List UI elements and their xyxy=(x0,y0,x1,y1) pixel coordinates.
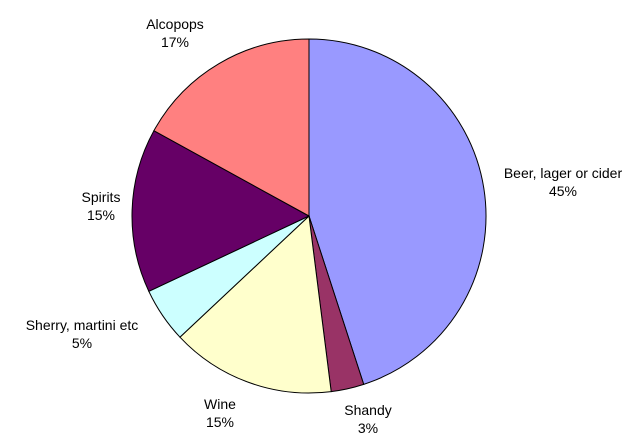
slice-value-label-alcopops: 17% xyxy=(161,34,189,50)
slice-label-shandy: Shandy xyxy=(344,402,391,418)
pie-slices xyxy=(131,38,487,394)
pie-slice-spirits xyxy=(131,130,311,293)
slice-label-wine: Wine xyxy=(204,396,236,412)
slice-value-label-shandy: 3% xyxy=(358,420,378,436)
pie-slice-alcopops xyxy=(153,38,310,217)
pie-slice-wine xyxy=(179,214,332,394)
slice-value-label-wine: 15% xyxy=(206,414,234,430)
slice-value-label-beer-lager-or-cider: 45% xyxy=(549,183,577,199)
pie-slice-beer-lager-or-cider xyxy=(308,38,487,385)
slice-label-sherry-martini-etc: Sherry, martini etc xyxy=(26,317,139,333)
slice-label-alcopops: Alcopops xyxy=(146,16,204,32)
slice-label-spirits: Spirits xyxy=(82,189,121,205)
slice-label-beer-lager-or-cider: Beer, lager or cider xyxy=(504,165,623,181)
slice-value-label-sherry-martini-etc: 5% xyxy=(72,335,92,351)
slice-value-label-spirits: 15% xyxy=(87,207,115,223)
pie-labels: Beer, lager or cider 45% Shandy 3% Wine 15% Sh… xyxy=(26,16,623,436)
